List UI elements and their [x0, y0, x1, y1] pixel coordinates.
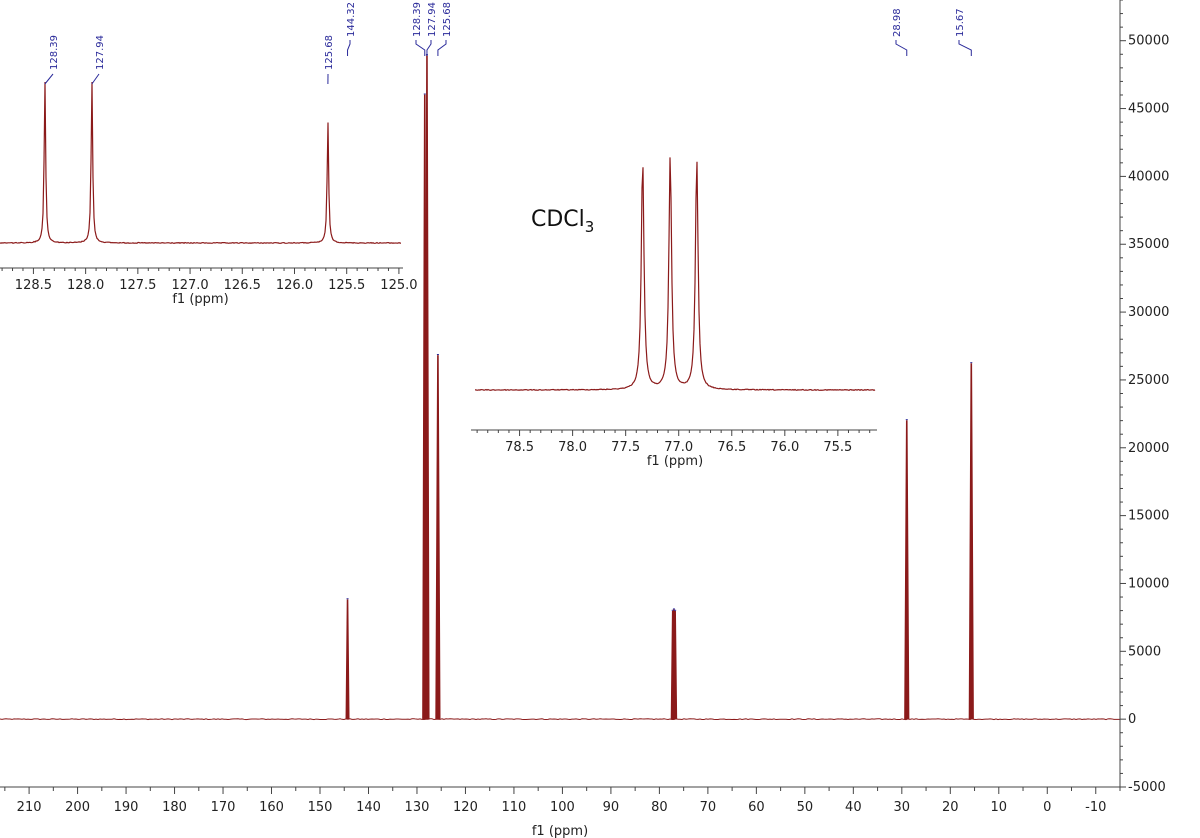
- inset-peak-label-leader: [44, 73, 54, 85]
- peak-label-leader: [347, 40, 351, 56]
- x-tick-label: 10: [991, 800, 1008, 815]
- x-axis-label: f1 (ppm): [532, 824, 588, 838]
- inset-x-axis-label: f1 (ppm): [647, 454, 703, 469]
- x-tick-label: 180: [162, 800, 187, 815]
- inset-x-tick-label: 127.0: [171, 278, 208, 293]
- x-tick-label: 0: [1043, 800, 1051, 815]
- x-tick-label: 40: [845, 800, 862, 815]
- inset-x-axis-label: f1 (ppm): [172, 292, 228, 307]
- inset-solvent-region: 78.5 78.0 77.5 77.0 76.5 76.0 75.5 f1 (ppm): [471, 157, 877, 469]
- peak-label: 15.67: [955, 8, 966, 37]
- x-tick-label: 130: [405, 800, 430, 815]
- inset-x-tick-label: 78.5: [505, 440, 534, 455]
- inset-peak-label-leader: [91, 73, 100, 85]
- y-tick-label: 40000: [1128, 169, 1169, 184]
- inset-trace: [474, 157, 876, 392]
- x-tick-label: 50: [797, 800, 814, 815]
- peak-label: 144.32: [346, 2, 357, 37]
- x-tick-label: 200: [65, 800, 90, 815]
- x-tick-label: -10: [1085, 800, 1106, 815]
- peak-label: 127.94: [427, 2, 438, 37]
- peak-7: [904, 420, 910, 720]
- peak-3: [435, 355, 441, 720]
- peak-6: [673, 610, 678, 720]
- x-tick-label: 20: [942, 800, 959, 815]
- peak-label-leader: [958, 40, 972, 56]
- baseline-trace: [0, 718, 1121, 721]
- x-tick-label: 90: [603, 800, 620, 815]
- inset-trace: [0, 81, 402, 245]
- y-tick-label: 20000: [1128, 441, 1169, 456]
- peak-label: 125.68: [442, 2, 453, 37]
- y-tick-label: 45000: [1128, 102, 1169, 117]
- inset-x-tick-label: 127.5: [119, 278, 156, 293]
- inset-peak-label: 127.94: [95, 35, 106, 70]
- x-tick-label: 210: [17, 800, 42, 815]
- x-tick-label: 30: [894, 800, 911, 815]
- inset-x-tick-label: 75.5: [823, 440, 852, 455]
- inset-peak-label: 125.68: [324, 35, 335, 70]
- inset-x-tick-label: 76.0: [770, 440, 799, 455]
- solvent-label: CDCl3: [531, 207, 594, 236]
- inset-x-tick-label: 126.5: [224, 278, 261, 293]
- y-tick-label: -5000: [1128, 780, 1166, 795]
- y-tick-label: 50000: [1128, 34, 1169, 49]
- x-tick-label: 70: [700, 800, 717, 815]
- peak-label-leader: [437, 40, 447, 56]
- x-tick-label: 110: [502, 800, 527, 815]
- x-tick-label: 190: [114, 800, 139, 815]
- x-tick-label: 120: [453, 800, 478, 815]
- inset-x-tick-label: 77.5: [611, 440, 640, 455]
- peak-label: 28.98: [892, 8, 903, 37]
- peak-0: [345, 599, 350, 720]
- x-tick-label: 140: [356, 800, 381, 815]
- inset-x-tick-label: 78.0: [558, 440, 587, 455]
- y-tick-label: 0: [1128, 712, 1136, 727]
- inset-aromatic-region: 128.5 128.0 127.5 127.0 126.5 126.0 125.5 125.0…: [0, 35, 418, 307]
- x-tick-label: 150: [308, 800, 333, 815]
- y-tick-label: 25000: [1128, 373, 1169, 388]
- x-tick-label: 160: [259, 800, 284, 815]
- inset-peak-label: 128.39: [49, 35, 60, 70]
- inset-x-tick-label: 125.5: [328, 278, 365, 293]
- peak-label: 128.39: [412, 2, 423, 37]
- x-tick-label: 60: [748, 800, 765, 815]
- peak-8: [968, 363, 974, 720]
- inset-x-tick-label: 76.5: [717, 440, 746, 455]
- inset-x-tick-label: 125.0: [380, 278, 417, 293]
- y-tick-label: 10000: [1128, 576, 1169, 591]
- y-tick-label: 35000: [1128, 237, 1169, 252]
- y-tick-label: 5000: [1128, 644, 1161, 659]
- peak-label-leader: [895, 40, 908, 56]
- x-tick-label: 80: [651, 800, 668, 815]
- inset-x-tick-label: 128.5: [15, 278, 52, 293]
- inset-x-tick-label: 128.0: [67, 278, 104, 293]
- y-tick-label: 30000: [1128, 305, 1169, 320]
- inset-x-tick-label: 126.0: [276, 278, 313, 293]
- y-tick-label: 15000: [1128, 509, 1169, 524]
- inset-x-tick-label: 77.0: [664, 440, 693, 455]
- x-tick-label: 170: [211, 800, 236, 815]
- x-tick-label: 100: [550, 800, 575, 815]
- peak-label-leader: [426, 40, 432, 56]
- main-spectrum: 210 200 190 180 170 160 150 140 130 120 110 100 90 80…: [0, 0, 1169, 838]
- peak-label-leader: [415, 40, 426, 56]
